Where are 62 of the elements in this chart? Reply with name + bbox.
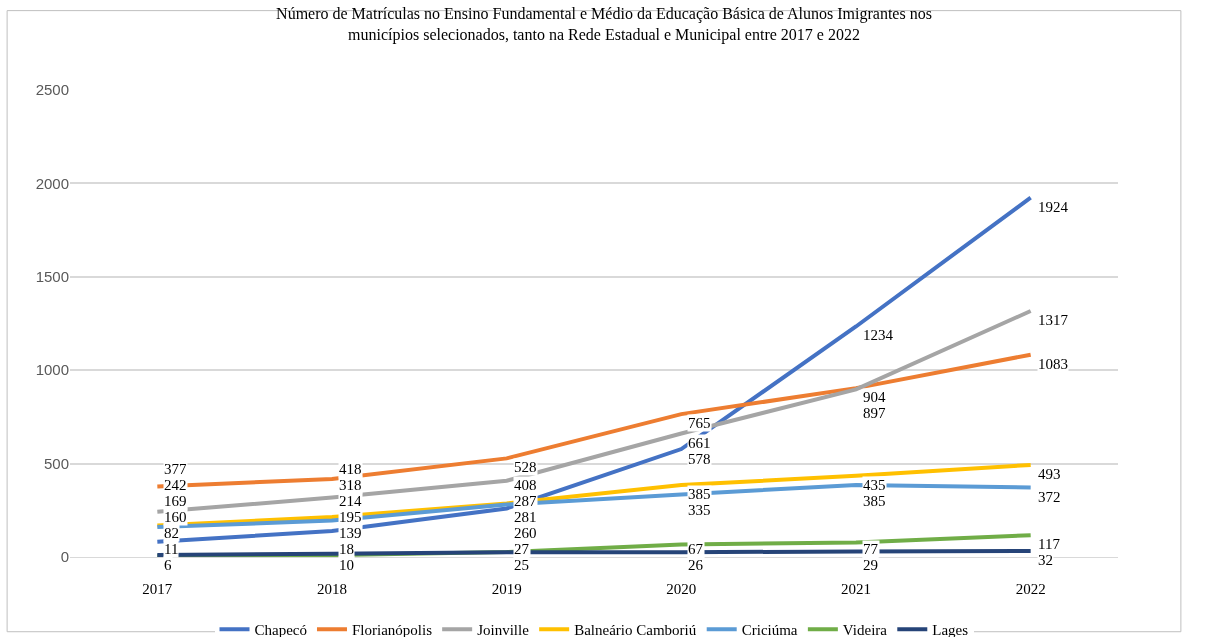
data-label: 493 [1038, 466, 1061, 482]
y-tick-label: 0 [60, 548, 69, 566]
data-label: 661 [688, 435, 711, 451]
legend-label: Joinville [477, 622, 530, 637]
data-label: 385 [688, 486, 711, 502]
data-label: 214 [339, 493, 362, 509]
data-label: 117 [1038, 536, 1061, 552]
data-label: 1317 [1038, 312, 1069, 328]
data-label: 27 [514, 541, 530, 557]
y-tick-label: 500 [43, 454, 69, 472]
data-label: 281 [514, 509, 537, 525]
line-series [155, 462, 1033, 528]
x-tick-label: 2017 [142, 581, 173, 597]
x-tick-label: 2021 [841, 581, 871, 597]
data-label: 160 [164, 509, 187, 525]
legend-label: Videira [842, 622, 888, 637]
y-tick-label: 1500 [35, 268, 69, 286]
data-label: 25 [514, 557, 529, 573]
data-label: 169 [164, 493, 187, 509]
data-label: 82 [164, 525, 179, 541]
data-label: 904 [863, 389, 886, 405]
data-label: 1924 [1038, 199, 1069, 215]
y-tick-label: 2500 [35, 81, 69, 99]
data-label: 18 [339, 541, 354, 557]
data-label: 377 [164, 461, 187, 477]
data-label: 195 [339, 509, 362, 525]
line-series [155, 308, 1033, 514]
data-label: 287 [514, 493, 537, 509]
y-tick-label: 2000 [35, 174, 69, 192]
legend-label: Balneário Camboriú [574, 622, 697, 637]
x-tick-label: 2018 [317, 581, 347, 597]
x-tick-label: 2022 [1015, 581, 1046, 597]
data-label: 242 [164, 477, 187, 493]
data-label: 32 [1038, 552, 1053, 568]
data-label: 1083 [1038, 356, 1068, 372]
x-tick-label: 2020 [666, 581, 697, 597]
data-label: 335 [688, 502, 711, 518]
x-tick-label: 2019 [491, 581, 522, 597]
data-label: 408 [514, 477, 537, 493]
data-label: 10 [339, 557, 354, 573]
data-label: 77 [863, 541, 879, 557]
data-label: 897 [863, 405, 886, 421]
data-label: 6 [164, 557, 172, 573]
data-label: 418 [339, 461, 362, 477]
data-label: 139 [339, 525, 362, 541]
data-label: 372 [1038, 489, 1061, 505]
data-label: 385 [863, 493, 886, 509]
data-label: 765 [688, 415, 711, 431]
legend-label: Criciúma [741, 622, 798, 637]
data-label: 435 [863, 477, 886, 493]
data-label: 528 [514, 459, 537, 475]
data-label: 318 [339, 477, 362, 493]
data-label: 1234 [863, 327, 894, 343]
data-label: 578 [688, 451, 711, 467]
chart-title: Número de Matrículas no Ensino Fundamental e Médio da Educação Básica de Alunos Imigrantes nos municípios selecionados, tanto na Rede Estadual e Municipal entre 2017 e 2022 [276, 5, 932, 44]
data-label: 29 [863, 557, 878, 573]
y-tick-label: 1000 [35, 361, 69, 379]
data-label: 26 [688, 557, 704, 573]
line-series [155, 195, 1033, 544]
data-label: 67 [688, 541, 704, 557]
data-label: 260 [514, 525, 537, 541]
data-label: 11 [164, 541, 179, 557]
